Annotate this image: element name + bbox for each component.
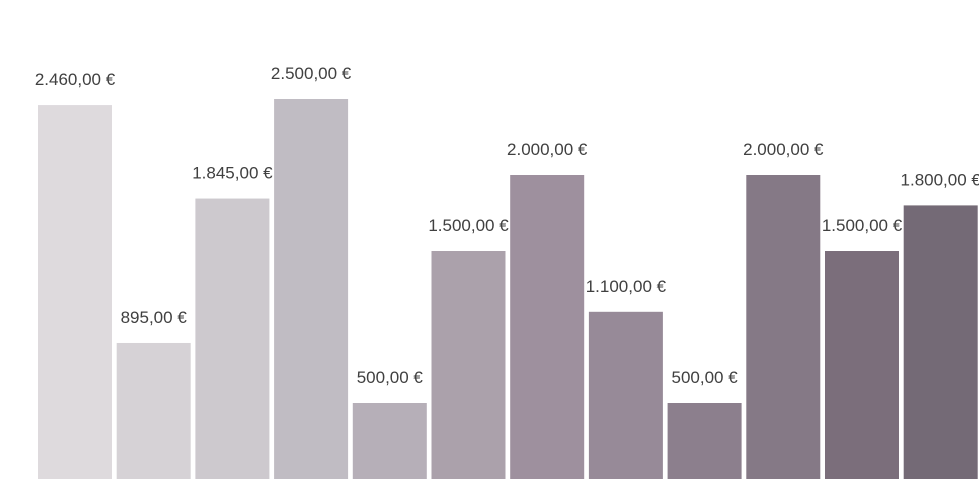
bar [274,99,349,479]
bar [38,105,112,479]
value-label: 1.500,00 € [822,216,903,235]
value-label: 2.500,00 € [271,64,352,83]
bar [195,198,270,479]
bar [825,251,899,479]
value-label: 500,00 € [357,368,424,387]
value-label: 895,00 € [121,308,188,327]
value-label: 1.100,00 € [586,277,667,296]
bar [431,251,506,479]
value-label: 2.460,00 € [35,70,116,89]
bar [116,342,191,479]
bar [746,175,821,479]
value-label: 2.000,00 € [743,140,824,159]
value-label: 500,00 € [672,368,739,387]
bar [903,205,978,479]
value-label: 1.500,00 € [428,216,509,235]
value-label: 1.800,00 € [901,170,979,189]
bar [510,175,585,479]
value-label: 1.845,00 € [192,164,273,183]
value-label: 2.000,00 € [507,140,588,159]
bar [352,403,427,479]
bar [667,403,742,479]
bar [588,311,663,479]
